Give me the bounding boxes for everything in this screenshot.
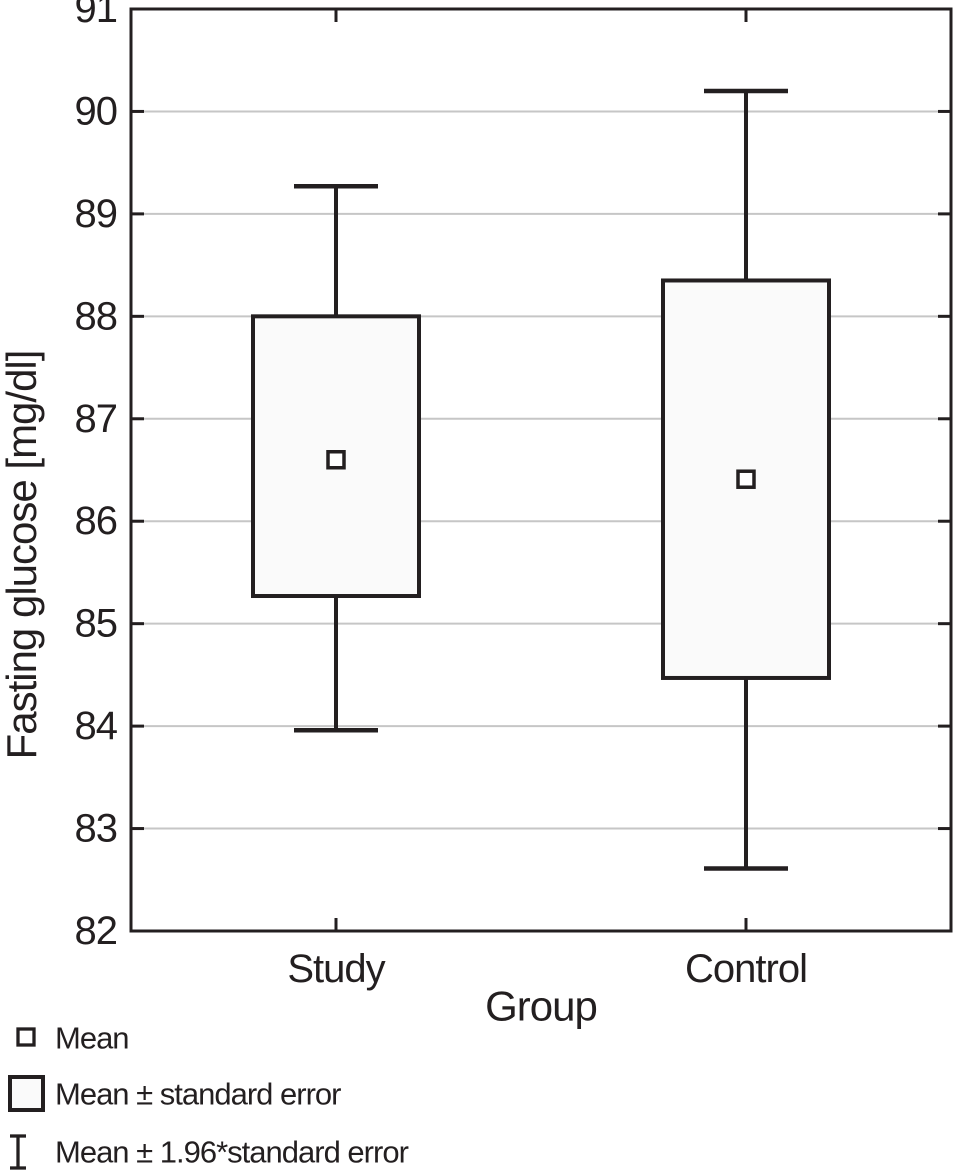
ticks-layer bbox=[131, 7, 951, 933]
y-tick-label: 86 bbox=[75, 499, 118, 543]
box-group-control bbox=[661, 88, 831, 871]
y-tick-label: 87 bbox=[75, 397, 118, 441]
plot-frame bbox=[129, 7, 953, 933]
box-group-study bbox=[251, 183, 421, 733]
y-tick-label: 84 bbox=[75, 704, 118, 748]
legend: Mean Mean ± standard error Mean ± 1.96*s… bbox=[8, 1021, 410, 1170]
x-category-label: Control bbox=[685, 947, 807, 991]
y-tick-label: 83 bbox=[75, 807, 118, 851]
series-layer bbox=[251, 88, 831, 871]
y-tick-label: 89 bbox=[75, 192, 118, 236]
axis-labels-layer: 82 83 84 85 86 87 88 89 90 91 Study Control bbox=[75, 0, 808, 991]
legend-label-ci: Mean ± 1.96*standard error bbox=[55, 1135, 409, 1170]
mean-marker bbox=[736, 469, 756, 489]
se-box-icon bbox=[8, 1075, 45, 1112]
y-axis-title: Fasting glucose [mg/dl] bbox=[0, 351, 45, 760]
legend-item-ci: Mean ± 1.96*standard error bbox=[10, 1134, 410, 1170]
y-tick-label: 88 bbox=[75, 294, 118, 338]
x-axis-title: Group bbox=[485, 983, 597, 1030]
plot-frame-layer bbox=[129, 7, 953, 933]
y-tick-label: 91 bbox=[75, 0, 118, 31]
y-tick-label: 82 bbox=[75, 909, 118, 953]
legend-item-mean: Mean bbox=[16, 1021, 130, 1056]
y-tick-label: 90 bbox=[75, 89, 118, 133]
mean-marker bbox=[326, 450, 346, 470]
x-category-label: Study bbox=[287, 947, 385, 991]
mean-marker-icon bbox=[16, 1027, 36, 1047]
legend-label-standard-error: Mean ± standard error bbox=[55, 1077, 341, 1112]
legend-label-mean: Mean bbox=[55, 1021, 129, 1056]
legend-item-standard-error: Mean ± standard error bbox=[8, 1075, 342, 1112]
y-tick-label: 85 bbox=[75, 602, 118, 646]
